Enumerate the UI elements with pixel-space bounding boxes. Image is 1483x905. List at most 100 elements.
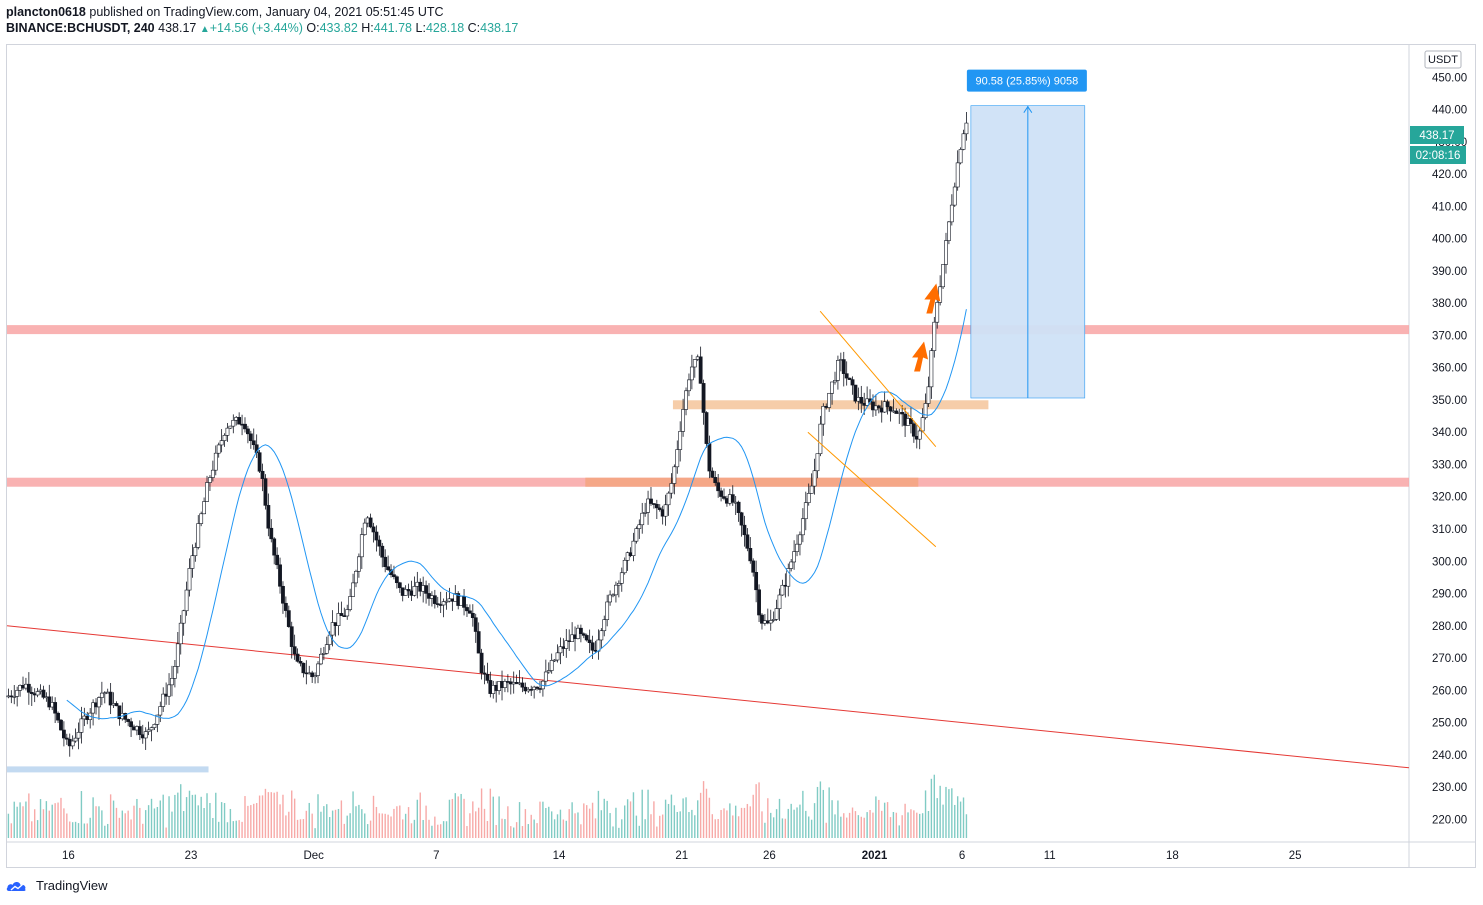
countdown-text: 02:08:16 xyxy=(1416,150,1461,162)
candle xyxy=(228,425,233,429)
volume-bar xyxy=(851,807,854,838)
volume-bar xyxy=(515,822,518,838)
volume-bar xyxy=(729,803,731,838)
volume-bar xyxy=(127,810,129,838)
price-tick-label: 380.00 xyxy=(1432,298,1467,310)
volume-bar xyxy=(714,819,716,838)
volume-bar xyxy=(326,804,328,838)
author-name[interactable]: plancton0618 xyxy=(6,5,86,19)
volume-bar xyxy=(410,823,413,838)
volume-bar xyxy=(799,804,801,838)
moving-average-line[interactable] xyxy=(66,309,967,720)
volume-bar xyxy=(688,812,690,838)
volume-bar xyxy=(921,813,924,838)
tradingview-logo-text: TradingView xyxy=(36,878,108,893)
candle xyxy=(710,470,715,478)
candle xyxy=(669,483,674,494)
volume-bar xyxy=(168,796,170,838)
volume-bar xyxy=(802,790,804,838)
price-tick-label: 400.00 xyxy=(1432,234,1467,246)
candle xyxy=(719,490,723,497)
time-tick-label: 11 xyxy=(1044,850,1056,862)
candle xyxy=(91,702,96,714)
price-change: +14.56 (+3.44%) xyxy=(209,21,303,35)
currency-badge[interactable] xyxy=(1424,50,1462,69)
candle xyxy=(330,622,335,636)
price-tick-label: 330.00 xyxy=(1432,459,1467,471)
volume-bar xyxy=(872,812,874,838)
volume-bar xyxy=(39,799,42,838)
breakout-arrow-2-icon[interactable] xyxy=(924,283,941,314)
candle xyxy=(351,582,355,597)
candle xyxy=(836,360,840,381)
candle xyxy=(377,539,382,547)
chart-header: plancton0618 published on TradingView.co… xyxy=(6,4,518,38)
volume-bar xyxy=(381,813,383,838)
candle xyxy=(394,576,399,584)
wedge-lower-line[interactable] xyxy=(807,431,937,548)
volume-bar xyxy=(904,803,906,838)
price-tick-label: 440.00 xyxy=(1432,105,1467,117)
level-support-low[interactable] xyxy=(585,477,919,487)
symbol-label[interactable]: BINANCE:BCHUSDT, 240 xyxy=(6,21,155,35)
volume-bar xyxy=(708,797,711,838)
price-tick-label: 340.00 xyxy=(1432,427,1467,439)
volume-bar xyxy=(667,803,670,838)
volume-bar xyxy=(711,814,714,838)
volume-bar xyxy=(188,790,191,838)
volume-bar xyxy=(863,817,865,838)
candle xyxy=(716,482,721,492)
volume-bar xyxy=(109,794,112,838)
volume-bar xyxy=(232,821,235,838)
candle xyxy=(827,392,832,408)
candle xyxy=(809,485,814,494)
volume-bar xyxy=(594,818,597,838)
candle xyxy=(850,379,855,386)
candle xyxy=(108,691,113,706)
volume-bar xyxy=(431,825,433,838)
candle xyxy=(546,670,551,673)
candle xyxy=(248,433,253,442)
volume-bar xyxy=(71,822,74,838)
level-support-bottom[interactable] xyxy=(7,766,209,773)
volume-bar xyxy=(740,807,743,838)
candle xyxy=(371,526,376,533)
candle xyxy=(155,714,160,725)
candle xyxy=(336,613,341,626)
volume-bar xyxy=(352,791,354,838)
volume-bar xyxy=(507,806,509,838)
candle xyxy=(441,601,446,606)
price-tick-label: 290.00 xyxy=(1432,589,1467,601)
candle xyxy=(739,512,744,526)
candle xyxy=(213,452,218,471)
volume-bar xyxy=(632,792,635,838)
volume-bar xyxy=(661,814,664,838)
open-label: O: xyxy=(306,21,320,35)
candle xyxy=(949,204,954,223)
volume-bar xyxy=(416,799,419,838)
candle xyxy=(675,449,680,468)
volume-bar xyxy=(31,821,33,838)
volume-bar xyxy=(28,793,30,838)
level-resistance-high[interactable] xyxy=(7,325,1409,335)
candle xyxy=(231,419,236,427)
breakout-arrow-1-icon[interactable] xyxy=(912,341,929,372)
candle xyxy=(357,556,361,572)
candle xyxy=(243,423,247,430)
volume-bar xyxy=(328,817,331,838)
candle xyxy=(175,643,180,667)
volume-bar xyxy=(828,787,830,838)
candle xyxy=(269,527,274,540)
volume-bar xyxy=(504,819,506,838)
candle xyxy=(339,613,344,616)
tradingview-logo[interactable]: TradingView xyxy=(6,878,108,893)
volume-bar xyxy=(588,808,591,838)
volume-bar xyxy=(200,796,202,838)
chart-frame[interactable] xyxy=(6,44,1476,868)
volume-bar xyxy=(577,812,579,838)
wedge-upper-line[interactable] xyxy=(819,310,937,448)
descending-trendline[interactable] xyxy=(6,625,1410,769)
candle xyxy=(187,568,192,591)
candle xyxy=(654,503,659,509)
